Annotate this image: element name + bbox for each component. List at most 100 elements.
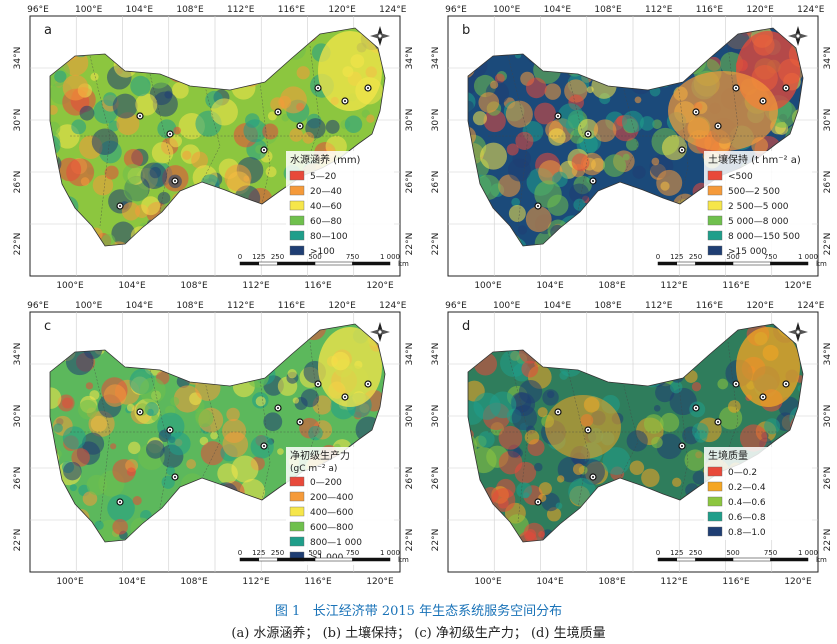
lon-label-top: 124°E [379, 5, 407, 15]
lat-label: 30°N [823, 405, 833, 428]
scale-tick: 0 [238, 253, 242, 261]
legend-label: 0—200 [310, 478, 342, 488]
scale-tick: 1 000 [380, 253, 400, 261]
legend-label: 40—60 [310, 202, 342, 212]
figure-caption: 图 1 长江经济带 2015 年生态系统服务空间分布 [0, 600, 837, 619]
lon-label-top: 100°E [75, 5, 103, 15]
lon-label-top: 120°E [328, 301, 356, 311]
lon-label-top: 112°E [645, 5, 673, 15]
legend-label: 5 000—8 000 [728, 217, 789, 227]
legend-swatch [289, 200, 305, 211]
legend-swatch [707, 466, 723, 477]
lon-label-top: 100°E [75, 301, 103, 311]
lon-label-top: 120°E [746, 5, 774, 15]
lat-label: 22°N [431, 529, 441, 552]
lon-label-top: 112°E [227, 301, 255, 311]
lat-label: 22°N [13, 529, 23, 552]
panel-letter: d [462, 319, 470, 334]
legend-swatch [289, 476, 305, 487]
lon-label-bottom: 120°E [366, 577, 394, 587]
scale-tick: 125 [670, 253, 683, 261]
lat-label: 26°N [431, 171, 441, 194]
caption-number: 图 1 [274, 604, 301, 619]
lon-label-bottom: 100°E [56, 281, 84, 291]
city-markers [534, 380, 790, 506]
scale-tick: 750 [346, 549, 359, 557]
legend-label: 500—2 500 [728, 187, 780, 197]
legend-swatch [707, 245, 723, 256]
lat-label: 30°N [405, 405, 415, 428]
legend-label: 0.2—0.4 [728, 483, 766, 493]
lat-label: 26°N [405, 467, 415, 490]
lon-label-bottom: 108°E [598, 577, 626, 587]
scale-tick: 250 [271, 549, 284, 557]
map-panel-a: a 96°E 100°E 104°E 108°E 112°E 116°E 120°E 124°E… [0, 0, 418, 296]
lat-label: 30°N [431, 109, 441, 132]
legend-label: 0.8—1.0 [728, 528, 766, 538]
north-arrow-icon [788, 322, 808, 342]
lon-label-bottom: 116°E [722, 577, 750, 587]
lat-label: 22°N [13, 233, 23, 256]
legend-swatch [289, 506, 305, 517]
map-svg-d: d 96°E 100°E 104°E 108°E 112°E 116°E 120°E 124°E… [431, 301, 833, 587]
lon-label-top: 96°E [27, 301, 49, 311]
legend-swatch [289, 170, 305, 181]
legend-swatch [289, 536, 305, 547]
lon-label-bottom: 100°E [474, 281, 502, 291]
legend-swatch [289, 185, 305, 196]
lat-label: 26°N [431, 467, 441, 490]
lon-label-top: 120°E [328, 5, 356, 15]
scale-tick: 1 000 [380, 549, 400, 557]
lat-label: 34°N [431, 343, 441, 366]
lon-label-top: 104°E [126, 301, 154, 311]
lon-label-top: 100°E [493, 5, 521, 15]
legend-label: 2 500—5 000 [728, 202, 789, 212]
lon-label-bottom: 104°E [536, 577, 564, 587]
lat-label: 22°N [431, 233, 441, 256]
scale-unit: km [398, 556, 409, 564]
scale-tick: 500 [308, 549, 321, 557]
map-panel-b: b 96°E 100°E 104°E 108°E 112°E 116°E 120°E 124°E… [418, 0, 836, 296]
lon-label-top: 108°E [176, 301, 204, 311]
lon-label-top: 100°E [493, 301, 521, 311]
lon-label-top: 104°E [126, 5, 154, 15]
lon-label-bottom: 112°E [242, 281, 270, 291]
scale-tick: 1 000 [798, 549, 818, 557]
legend-label: 5—20 [310, 172, 336, 182]
legend-swatch [707, 481, 723, 492]
lon-label-top: 116°E [696, 5, 724, 15]
lon-label-bottom: 120°E [784, 577, 812, 587]
lon-label-bottom: 116°E [722, 281, 750, 291]
legend-label: 0.6—0.8 [728, 513, 766, 523]
lat-label: 34°N [405, 343, 415, 366]
lat-label: 22°N [823, 529, 833, 552]
lon-label-bottom: 108°E [598, 281, 626, 291]
lon-label-bottom: 100°E [474, 577, 502, 587]
province-boundaries [488, 341, 778, 523]
panel-letter: c [44, 319, 51, 334]
legend-b: 土壤保持 (t hm⁻² a) <500 500—2 500 2 500—5 000 5… [704, 151, 812, 259]
lon-label-bottom: 120°E [366, 281, 394, 291]
legend-label: 20—40 [310, 187, 342, 197]
lon-label-top: 124°E [797, 5, 825, 15]
legend-swatch [289, 491, 305, 502]
legend-swatch [707, 185, 723, 196]
legend-unit: (gC m⁻² a) [290, 464, 337, 474]
lon-label-top: 96°E [445, 5, 467, 15]
legend-label: <500 [728, 172, 753, 182]
lon-label-top: 104°E [544, 5, 572, 15]
figure-subcaption: (a) 水源涵养； (b) 土壤保持； (c) 净初级生产力； (d) 生境质量 [231, 626, 606, 641]
scale-tick: 250 [689, 549, 702, 557]
caption-title: 长江经济带 2015 年生态系统服务空间分布 [312, 604, 563, 619]
scale-tick: 500 [308, 253, 321, 261]
lon-label-top: 96°E [445, 301, 467, 311]
scale-tick: 0 [238, 549, 242, 557]
scale-tick: 0 [656, 549, 660, 557]
lat-label: 34°N [13, 343, 23, 366]
map-panel-c: c 96°E 100°E 104°E 108°E 112°E 116°E 120°E 124°E… [0, 296, 418, 592]
lat-label: 30°N [431, 405, 441, 428]
lat-label: 30°N [13, 405, 23, 428]
legend-label: 0.4—0.6 [728, 498, 766, 508]
lon-label-top: 96°E [27, 5, 49, 15]
